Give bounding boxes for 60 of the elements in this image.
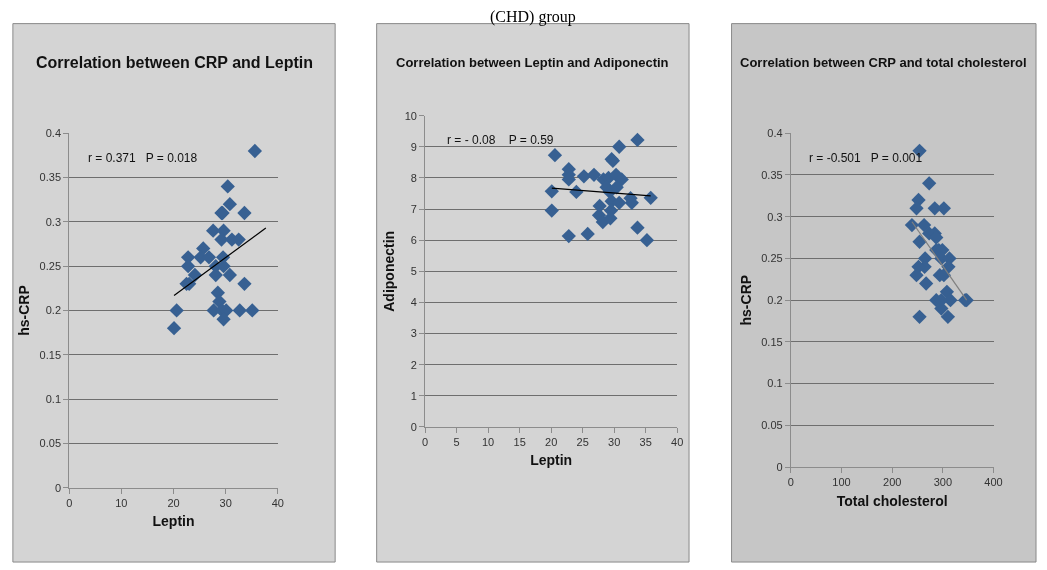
x-tick-label: 5 xyxy=(453,436,460,449)
y-tick-label: 0 xyxy=(410,420,417,433)
x-axis-title: Leptin xyxy=(152,513,195,530)
y-tick-label: 8 xyxy=(410,171,417,184)
x-tick-label: 200 xyxy=(883,476,902,489)
x-tick-label: 15 xyxy=(513,436,526,449)
y-tick-label: 0.35 xyxy=(39,171,62,184)
y-axis-title: hs-CRP xyxy=(16,285,33,336)
y-tick-label: 0 xyxy=(776,460,783,473)
x-tick-label: 400 xyxy=(984,476,1003,489)
x-tick-label: 20 xyxy=(545,436,558,449)
y-tick-label: 0.4 xyxy=(767,127,783,140)
y-tick-label: 0.1 xyxy=(45,392,62,405)
y-tick-label: 0.4 xyxy=(45,127,62,140)
y-tick-label: 0.2 xyxy=(767,294,783,307)
y-tick-label: 5 xyxy=(410,265,417,278)
x-tick-label: 30 xyxy=(608,436,621,449)
y-tick-label: 6 xyxy=(410,234,417,247)
chart-title: Correlation between Leptin and Adiponectin xyxy=(396,55,669,70)
x-tick-label: 0 xyxy=(66,496,73,509)
y-tick-label: 7 xyxy=(410,202,417,215)
x-axis-title: Leptin xyxy=(530,452,573,469)
y-tick-label: 2 xyxy=(410,358,417,371)
x-tick-label: 0 xyxy=(787,476,794,489)
y-tick-label: 0.2 xyxy=(45,304,62,317)
x-tick-label: 25 xyxy=(576,436,589,449)
x-tick-label: 20 xyxy=(167,496,180,509)
y-tick-label: 0.25 xyxy=(39,260,62,272)
y-tick-label: 3 xyxy=(410,327,417,340)
x-tick-label: 10 xyxy=(482,436,495,449)
y-tick-label: 0.35 xyxy=(761,168,783,181)
y-tick-label: 1 xyxy=(410,389,417,402)
x-tick-label: 35 xyxy=(639,436,652,449)
annotation: r = - 0.08 P = 0.59 xyxy=(447,133,554,147)
annotation: r = 0.371 P = 0.018 xyxy=(88,151,198,165)
x-tick-label: 40 xyxy=(671,436,684,449)
chart-title: Correlation between CRP and total cholesterol xyxy=(740,55,1027,70)
y-axis-title: Adiponectin xyxy=(381,230,398,312)
x-axis-title: Total cholesterol xyxy=(836,492,948,509)
y-tick-label: 10 xyxy=(404,109,417,122)
y-tick-label: 0.15 xyxy=(39,348,62,361)
y-tick-label: 0.3 xyxy=(45,215,62,228)
y-tick-label: 0.25 xyxy=(761,252,783,265)
x-tick-label: 10 xyxy=(115,496,128,509)
y-tick-label: 4 xyxy=(410,296,417,309)
y-tick-label: 0.1 xyxy=(767,377,783,390)
x-tick-label: 100 xyxy=(832,476,851,489)
y-tick-label: 0.15 xyxy=(761,335,783,348)
y-axis-title: hs-CRP xyxy=(737,274,754,326)
text: (CHD) group xyxy=(490,8,576,26)
x-tick-label: 40 xyxy=(271,496,284,509)
y-tick-label: 9 xyxy=(410,140,417,153)
y-tick-label: 0.05 xyxy=(39,437,62,450)
y-tick-label: 0.3 xyxy=(767,210,783,223)
x-tick-label: 0 xyxy=(422,436,429,449)
y-tick-label: 0.05 xyxy=(761,419,783,432)
annotation: r = -0.501 P = 0.001 xyxy=(809,151,923,165)
x-tick-label: 30 xyxy=(219,496,232,509)
x-tick-label: 300 xyxy=(933,476,953,489)
chart-title: Correlation between CRP and Leptin xyxy=(36,54,314,71)
